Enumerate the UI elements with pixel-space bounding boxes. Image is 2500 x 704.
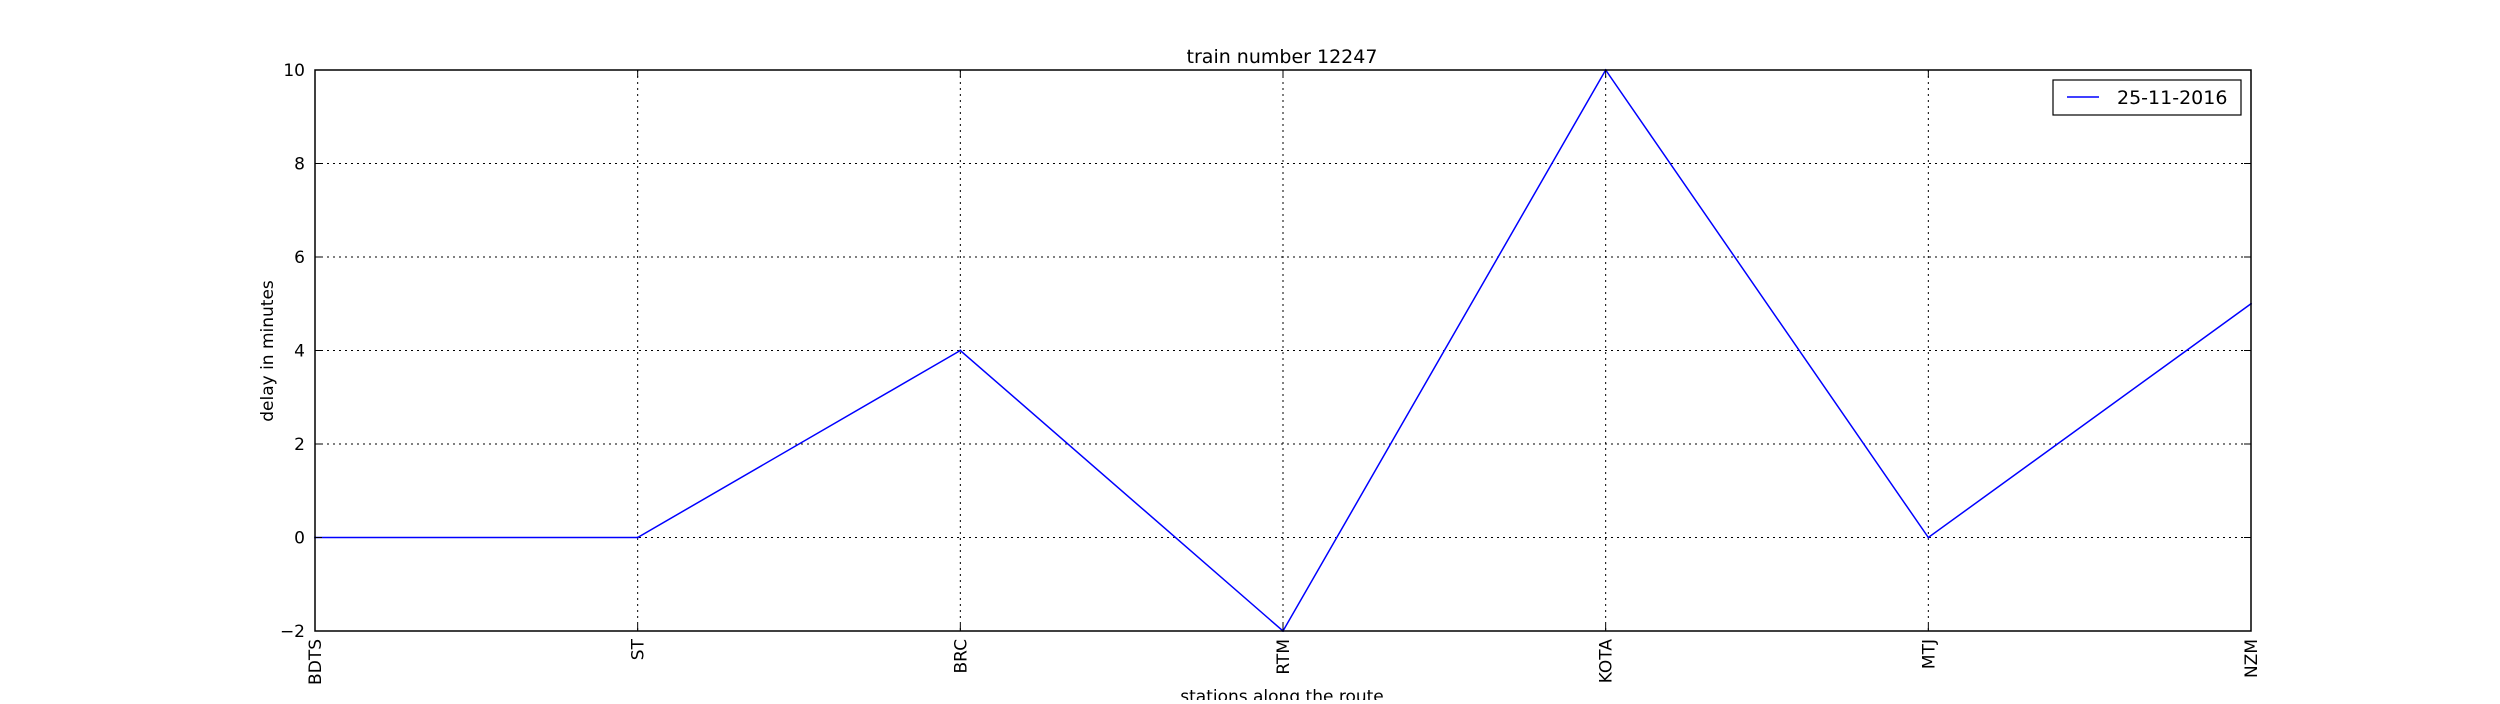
data-point bbox=[959, 349, 962, 352]
y-tick-label: 2 bbox=[294, 435, 305, 455]
x-tick-label: MTJ bbox=[1919, 639, 1939, 669]
y-tick-label: 0 bbox=[294, 529, 305, 549]
x-tick-label: BRC bbox=[951, 639, 971, 674]
data-point bbox=[1927, 536, 1930, 539]
y-tick-label: 8 bbox=[294, 155, 305, 175]
y-tick-label: 4 bbox=[294, 342, 305, 362]
chart-title: train number 12247 bbox=[1187, 46, 1378, 68]
grid bbox=[314, 69, 2252, 632]
y-tick-label: 10 bbox=[283, 61, 305, 81]
data-point bbox=[636, 536, 639, 539]
x-tick-label: RTM bbox=[1274, 639, 1294, 675]
legend: 25-11-2016 bbox=[2052, 79, 2242, 116]
x-axis-label: stations along the route bbox=[1180, 687, 1384, 700]
y-axis-label: delay in minutes bbox=[258, 280, 278, 422]
y-tick-label: 6 bbox=[294, 248, 305, 268]
y-tick-label: −2 bbox=[280, 622, 305, 642]
axis-ticks: BDTS ST BRC RTM KOTA MTJ NZM −2 0 2 4 6 8 10 bbox=[280, 61, 2262, 685]
x-tick-label: BDTS bbox=[306, 639, 326, 685]
x-tick-label: NZM bbox=[2242, 639, 2262, 678]
legend-label: 25-11-2016 bbox=[2117, 87, 2227, 109]
x-tick-label: KOTA bbox=[1597, 639, 1617, 684]
x-tick-label: ST bbox=[629, 638, 649, 660]
